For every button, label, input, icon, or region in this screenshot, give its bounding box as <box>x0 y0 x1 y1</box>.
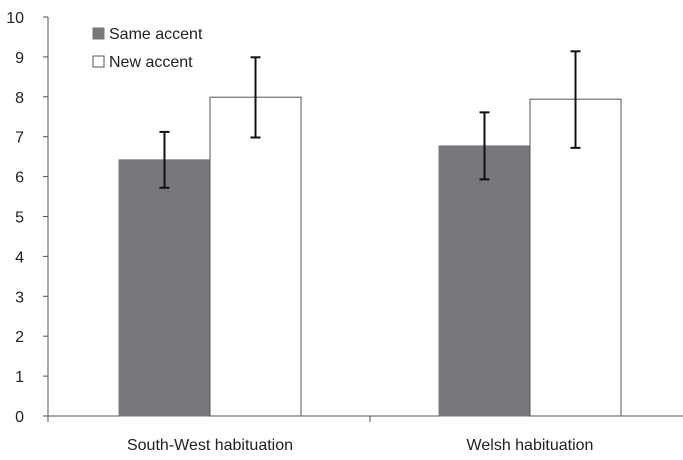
bar-new-accent-0 <box>209 96 302 417</box>
y-tick-label: 2 <box>15 329 24 346</box>
bar-new-accent-1 <box>529 98 622 417</box>
error-bar-new-accent-0 <box>250 56 261 139</box>
legend-swatch-same-accent <box>92 27 105 40</box>
category-label-south-west: South-West habituation <box>127 437 293 454</box>
bar-same-accent-1 <box>438 145 531 417</box>
error-bar-same-accent-0 <box>159 130 170 189</box>
bars <box>118 96 622 417</box>
y-tick-label: 1 <box>15 369 24 386</box>
category-label-welsh: Welsh habituation <box>467 437 594 454</box>
y-tick-label: 0 <box>15 409 24 426</box>
y-tick-label: 3 <box>15 289 24 306</box>
legend-label-new-accent: New accent <box>109 54 193 71</box>
error-bar-same-accent-1 <box>479 111 490 181</box>
y-tick-label: 9 <box>15 50 24 67</box>
y-tick-label: 4 <box>15 249 24 266</box>
y-tick-label: 6 <box>15 170 24 187</box>
y-tick-label: 8 <box>15 90 24 107</box>
y-tick-label: 10 <box>6 10 24 27</box>
legend-label-same-accent: Same accent <box>109 26 203 43</box>
y-tick-label: 5 <box>15 210 24 227</box>
category-labels: South-West habituation Welsh habituation <box>127 437 593 454</box>
legend-swatch-new-accent <box>92 55 105 68</box>
y-tick-label: 7 <box>15 130 24 147</box>
bar-same-accent-0 <box>118 159 211 417</box>
legend: Same accent New accent <box>92 26 203 71</box>
error-bar-new-accent-1 <box>570 50 581 149</box>
error-bars <box>159 50 581 189</box>
